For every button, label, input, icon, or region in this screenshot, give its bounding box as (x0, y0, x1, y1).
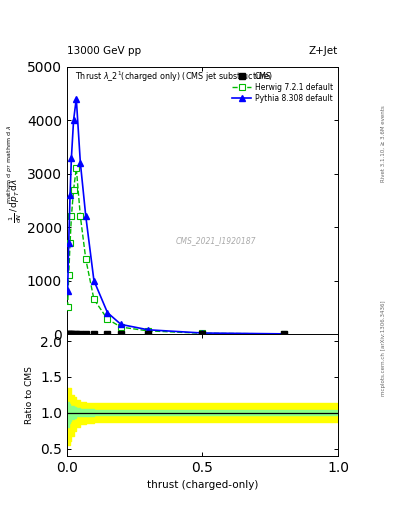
Y-axis label: $\frac{1}{\mathrm{d}N}\,/\,\mathrm{d}p_T\,\mathrm{d}\lambda$: $\frac{1}{\mathrm{d}N}\,/\,\mathrm{d}p_T… (7, 178, 24, 223)
Y-axis label: Ratio to CMS: Ratio to CMS (26, 366, 35, 424)
Text: Z+Jet: Z+Jet (309, 46, 338, 56)
Text: Thrust $\lambda\_2^1$(charged only) (CMS jet substructure): Thrust $\lambda\_2^1$(charged only) (CMS… (75, 69, 273, 83)
X-axis label: thrust (charged-only): thrust (charged-only) (147, 480, 258, 490)
Text: mcplots.cern.ch [arXiv:1306.3436]: mcplots.cern.ch [arXiv:1306.3436] (381, 301, 386, 396)
Text: Rivet 3.1.10, ≥ 3.6M events: Rivet 3.1.10, ≥ 3.6M events (381, 105, 386, 182)
Text: CMS_2021_I1920187: CMS_2021_I1920187 (176, 236, 256, 245)
Text: mathrm d$^2$N
mathrm d $p_T$ mathrm d $\lambda$: mathrm d$^2$N mathrm d $p_T$ mathrm d $\… (0, 124, 14, 204)
Text: 13000 GeV pp: 13000 GeV pp (67, 46, 141, 56)
Legend: CMS, Herwig 7.2.1 default, Pythia 8.308 default: CMS, Herwig 7.2.1 default, Pythia 8.308 … (231, 70, 334, 104)
